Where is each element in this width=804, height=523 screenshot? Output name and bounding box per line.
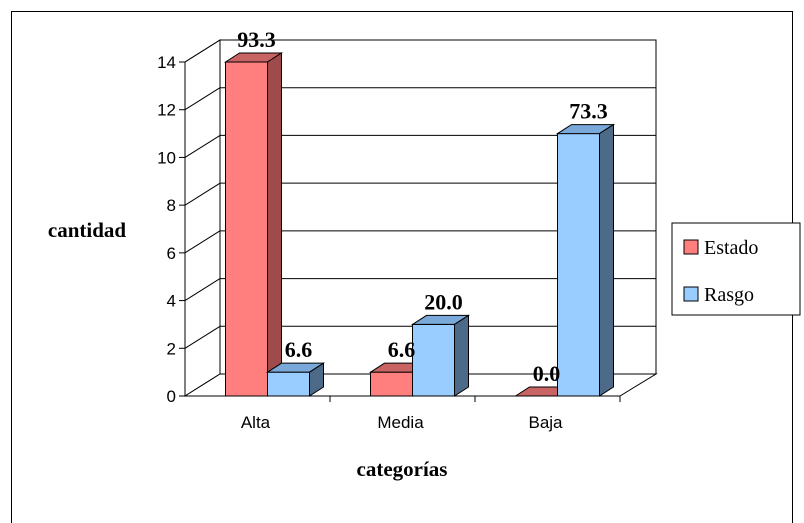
x-axis-title: categorías (357, 457, 448, 481)
data-label: 6.6 (285, 337, 313, 362)
gridline-side (184, 182, 221, 206)
bar-side (309, 362, 324, 397)
y-tick-label: 0 (167, 387, 176, 406)
data-label: 73.3 (569, 99, 608, 124)
x-tick-labels: Alta Media Baja (241, 413, 563, 432)
bars (223, 52, 616, 397)
bar-side (599, 123, 614, 397)
bar-rasgo-alta (265, 362, 326, 397)
data-label: 0.0 (533, 361, 561, 386)
bar-rasgo-media (410, 314, 471, 397)
data-labels: 93.3 6.6 6.6 20.0 0.0 73.3 (237, 27, 608, 386)
legend-swatch-estado (683, 239, 699, 255)
gridline-side (184, 278, 221, 301)
y-tick-label: 8 (167, 196, 176, 215)
bar-front (557, 133, 600, 397)
data-label: 6.6 (388, 337, 416, 362)
bar-side (454, 314, 469, 397)
data-label: 93.3 (237, 27, 276, 52)
legend-swatch-rasgo (683, 286, 699, 302)
bar-front (267, 371, 310, 397)
y-tick-label: 4 (167, 292, 176, 311)
bar-side (267, 52, 282, 397)
side-wall (184, 39, 221, 397)
gridline-side (184, 325, 221, 349)
data-label: 20.0 (424, 289, 463, 314)
legend-label-estado: Estado (704, 237, 758, 259)
x-tick-label: Media (377, 413, 424, 432)
y-tick-label: 6 (167, 244, 176, 263)
gridline-side (184, 135, 221, 158)
y-axis-title: cantidad (48, 218, 127, 242)
bar-front (412, 323, 455, 397)
y-tick-labels: 0 2 4 6 8 10 12 14 (157, 53, 176, 406)
x-tick-label: Alta (241, 413, 271, 432)
gridline-side (184, 39, 221, 63)
legend: Estado Rasgo (671, 222, 801, 316)
y-tick-label: 2 (167, 339, 176, 358)
y-tick-label: 14 (157, 53, 176, 72)
bar-rasgo-baja (555, 123, 616, 397)
y-tick-label: 10 (157, 148, 176, 167)
x-tick-label: Baja (528, 413, 563, 432)
gridline-side (184, 230, 221, 254)
gridline-side (184, 87, 221, 111)
bar-front (370, 371, 413, 397)
bar-estado-alta (223, 52, 284, 397)
legend-label-rasgo: Rasgo (704, 284, 754, 306)
bar-front (225, 61, 268, 397)
y-tick-label: 12 (157, 101, 176, 120)
